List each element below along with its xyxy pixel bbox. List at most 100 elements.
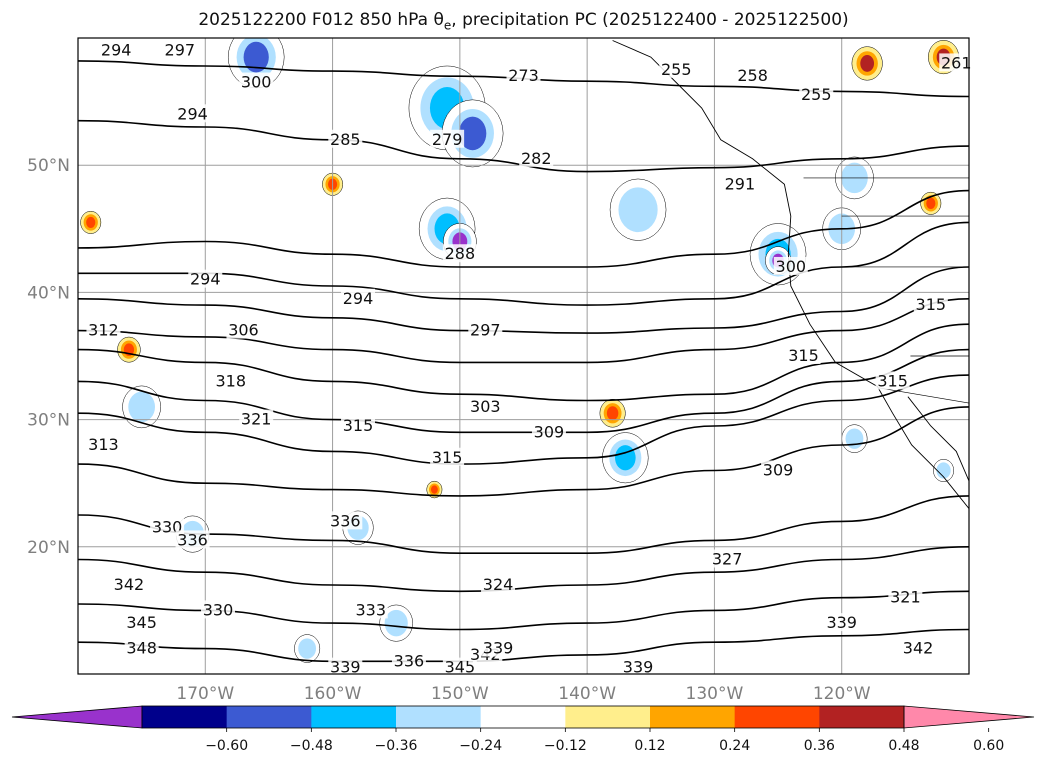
- contour-label-bg: [201, 600, 236, 619]
- contour-label-bg: [939, 53, 974, 72]
- contour-label: 297: [470, 321, 501, 340]
- contour-label: 300: [776, 257, 807, 276]
- contour-label-bg: [799, 85, 834, 104]
- title-subscript: e: [443, 18, 452, 33]
- theta-e-contour-line: [78, 189, 969, 268]
- contour-label: 297: [165, 41, 196, 60]
- colorbar-segment: [734, 706, 820, 728]
- contour-label: 294: [190, 270, 221, 289]
- contour-label: 303: [470, 397, 501, 416]
- contour-label: 291: [725, 174, 756, 193]
- latitude-label: 30°N: [27, 411, 70, 431]
- plot-frame: [77, 37, 970, 675]
- contour-label-bg: [786, 346, 821, 364]
- colorbar-tick-label: 0.60: [973, 738, 1004, 754]
- contour-label: 348: [126, 639, 157, 658]
- contour-label: 279: [432, 130, 463, 149]
- contour-label-bg: [531, 422, 566, 441]
- contour-label: 255: [661, 60, 692, 79]
- contour-label: 345: [126, 613, 157, 632]
- contour-label-bg: [239, 72, 274, 91]
- shading-blob-core: [430, 485, 438, 494]
- coastline-gulf-of-california: [907, 396, 969, 483]
- colorbar-tick-label: 0.48: [888, 738, 919, 754]
- contour-label-bg: [175, 530, 210, 549]
- contour-label: 321: [241, 410, 272, 429]
- contour-label-bg: [506, 66, 541, 85]
- shading-blob-mid: [384, 609, 408, 637]
- shading-blob-mid: [936, 462, 951, 479]
- contour-label: 313: [88, 435, 119, 454]
- contour-label-bg: [901, 638, 936, 657]
- contour-label: 315: [877, 371, 908, 390]
- longitude-label: 160°W: [304, 684, 362, 704]
- contour-label-bg: [124, 613, 159, 632]
- latitude-labels: 50°N 40°N 30°N 20°N: [27, 156, 70, 558]
- colorbar-segment: [480, 706, 566, 728]
- contour-label: 306: [228, 321, 259, 340]
- contour-label-bg: [481, 574, 516, 593]
- theta-e-contour-line: [78, 374, 969, 465]
- colorbar-extend-high: [903, 705, 1035, 729]
- contour-label: 333: [355, 600, 386, 619]
- contour-label-bg: [430, 447, 465, 466]
- contour-label: 300: [241, 73, 272, 92]
- colorbar-tick-label: −0.60: [205, 738, 248, 754]
- contour-label-bg: [341, 288, 376, 307]
- shading-blob-mid: [845, 428, 864, 449]
- contour-label: 336: [177, 530, 208, 549]
- contour-label-bg: [735, 66, 770, 85]
- colorbar: −0.60 −0.48 −0.36 −0.24 −0.12 0.12 0.24 0.36 0.4…: [11, 705, 1035, 754]
- contour-label: 339: [330, 658, 361, 677]
- contour-label-bg: [226, 320, 261, 339]
- shading-blob-core: [458, 116, 487, 151]
- contour-label: 294: [343, 289, 374, 308]
- contour-label: 273: [508, 66, 539, 85]
- theta-e-contour-line: [78, 348, 969, 434]
- contour-label: 345: [445, 658, 476, 677]
- contour-label: 336: [330, 511, 361, 530]
- colorbar-extend-low: [11, 705, 143, 729]
- contour-label: 261: [941, 53, 972, 72]
- contour-label-bg: [391, 651, 426, 670]
- contour-label-bg: [328, 129, 363, 148]
- colorbar-tick-label: −0.12: [544, 738, 587, 754]
- coastlines: [612, 40, 969, 509]
- theta-e-contour-line: [78, 406, 969, 497]
- contour-label-bg: [175, 104, 210, 123]
- contour-label: 315: [916, 295, 947, 314]
- colorbar-segment: [819, 706, 905, 728]
- shading-blob-mid: [618, 187, 658, 233]
- shading-blob-core: [860, 55, 875, 72]
- contour-label-bg: [86, 435, 121, 454]
- contour-label-bg: [328, 657, 363, 676]
- contour-label: 342: [903, 639, 934, 658]
- contour-label-bg: [710, 549, 745, 568]
- contour-label: 321: [890, 588, 921, 607]
- contour-label: 315: [432, 448, 463, 467]
- contour-label-bg: [722, 174, 757, 193]
- contour-label-bg: [111, 574, 146, 593]
- shading-blob-core: [243, 41, 269, 73]
- colorbar-segment: [142, 706, 228, 728]
- colorbar-tick-label: −0.24: [459, 738, 502, 754]
- plot-background: [78, 38, 969, 674]
- latitude-label: 20°N: [27, 538, 70, 558]
- shading-blob-mid: [298, 638, 317, 659]
- contour-label-bg: [239, 409, 274, 428]
- theta-e-contour-line: [78, 495, 969, 555]
- colorbar-segment: [396, 706, 482, 728]
- theta-e-contour-line: [78, 628, 969, 663]
- longitude-label: 170°W: [176, 684, 234, 704]
- contour-label-bg: [99, 40, 134, 59]
- shading-blob-core: [606, 406, 619, 421]
- shading-blob-core: [615, 445, 636, 471]
- contour-label: 315: [343, 416, 374, 435]
- longitude-label: 130°W: [686, 684, 744, 704]
- contour-label-bg: [468, 396, 503, 415]
- colorbar-tick-label: −0.36: [375, 738, 418, 754]
- theta-e-contour-line: [78, 323, 969, 402]
- contour-label: 294: [101, 41, 132, 60]
- contour-label-bg: [481, 638, 516, 657]
